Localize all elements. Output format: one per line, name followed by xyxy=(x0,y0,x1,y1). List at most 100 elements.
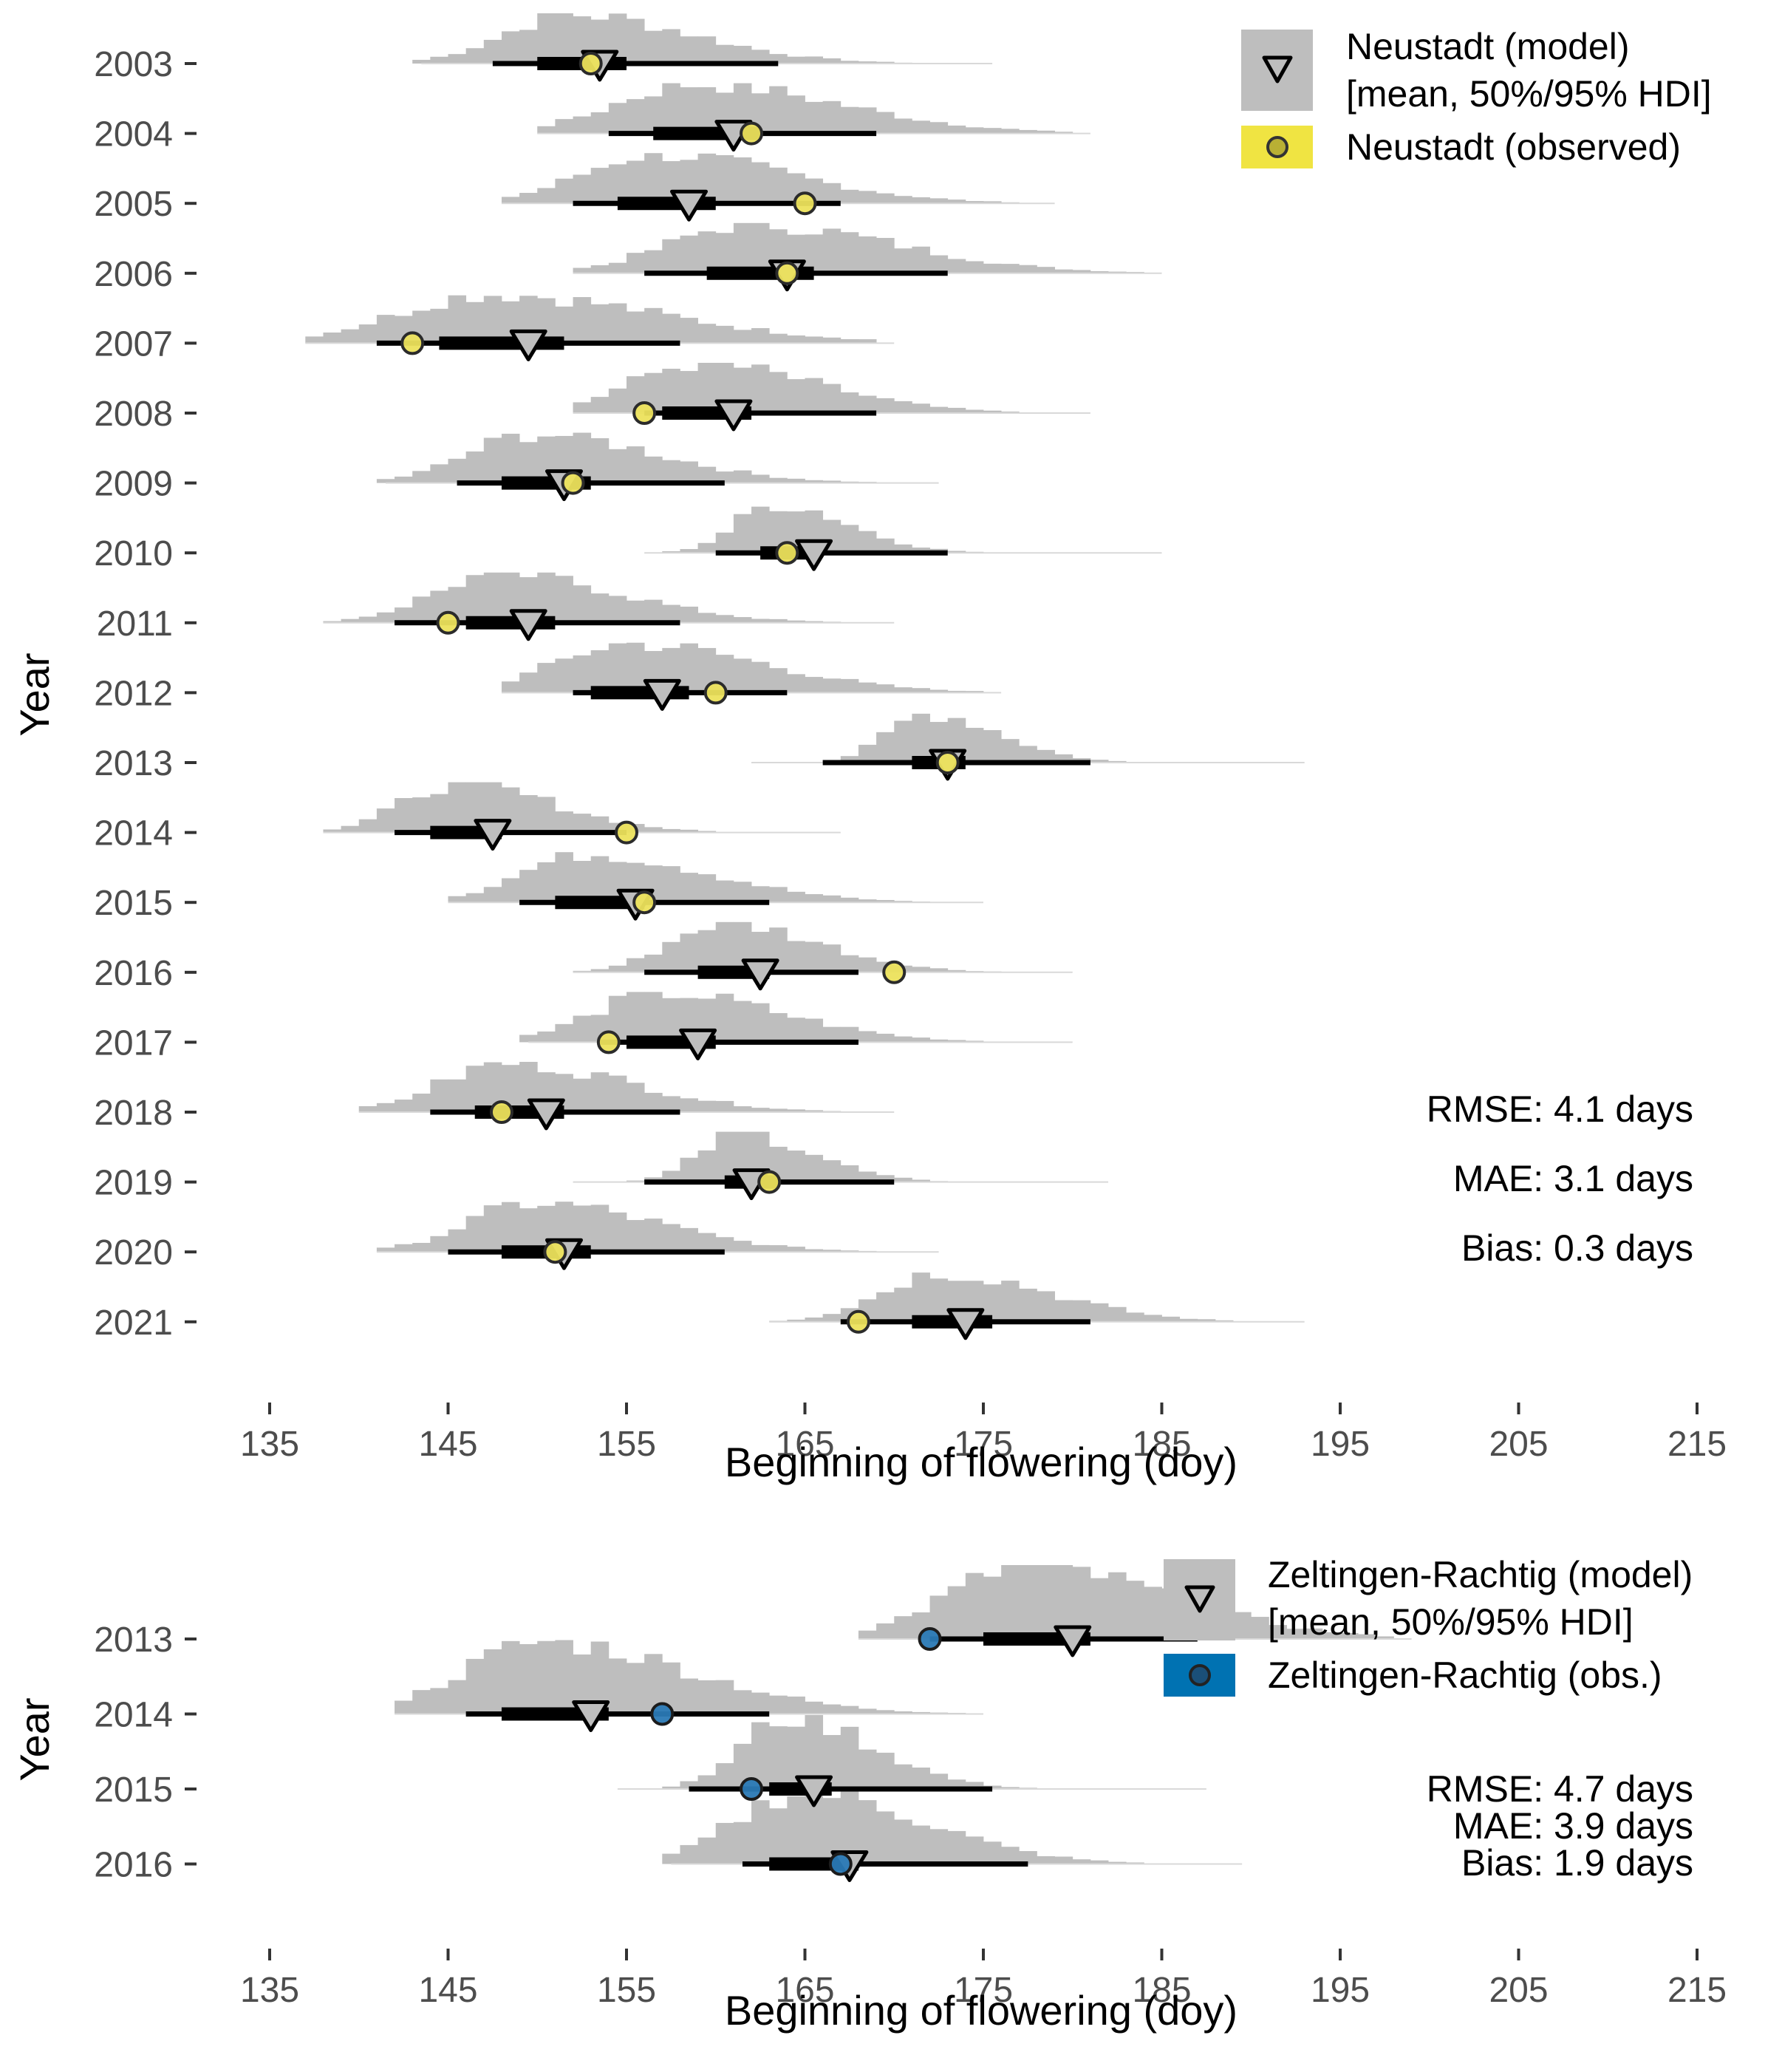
posterior-bin xyxy=(733,514,752,553)
posterior-bin xyxy=(662,551,680,553)
legend-model-label: Neustadt (model) xyxy=(1346,26,1630,67)
posterior-bin xyxy=(1108,1572,1127,1639)
observed-point xyxy=(436,610,460,635)
posterior-bin xyxy=(751,474,770,483)
posterior-bin xyxy=(929,1829,949,1864)
posterior-bin xyxy=(519,1643,538,1714)
posterior-bin xyxy=(590,650,610,693)
posterior-bin xyxy=(555,178,573,204)
x-axis-title: Beginning of flowering (doy) xyxy=(725,1439,1238,1485)
posterior-bin xyxy=(1126,1862,1144,1864)
posterior-bin xyxy=(662,1786,680,1789)
posterior-bin xyxy=(805,1317,824,1322)
y-tick-label: 2006 xyxy=(94,255,173,294)
posterior-bin xyxy=(627,642,645,693)
posterior-bin xyxy=(787,674,805,693)
posterior-bin xyxy=(662,998,680,1043)
y-tick-label: 2020 xyxy=(94,1233,173,1272)
posterior-bin xyxy=(662,1170,680,1182)
posterior-bin xyxy=(733,882,752,903)
posterior-bin xyxy=(751,661,770,693)
posterior-bin xyxy=(983,1576,1002,1639)
x-tick-label: 215 xyxy=(1667,1971,1727,2010)
x-tick-label: 195 xyxy=(1311,1425,1370,1464)
posterior-bin xyxy=(769,618,788,623)
posterior-bin xyxy=(715,233,734,273)
posterior-bin xyxy=(483,1205,502,1253)
posterior-bin xyxy=(590,265,610,273)
legend-model-label: Zeltingen-Rachtig (model) xyxy=(1268,1554,1693,1595)
model-mean-marker xyxy=(643,678,681,711)
posterior-bin xyxy=(858,395,877,413)
posterior-bin xyxy=(519,1208,538,1253)
posterior-bin xyxy=(912,197,930,204)
posterior-bin xyxy=(1304,1628,1323,1639)
posterior-bin xyxy=(305,336,324,344)
posterior-bin xyxy=(608,103,627,134)
y-tick-label: 2017 xyxy=(94,1023,173,1063)
posterior-bin xyxy=(1001,129,1020,134)
posterior-bin xyxy=(483,296,502,344)
posterior-bin xyxy=(858,61,877,64)
posterior-bin xyxy=(1037,1291,1055,1322)
posterior-bin xyxy=(787,620,805,623)
posterior-bin xyxy=(519,193,538,204)
posterior-bin xyxy=(697,1100,717,1112)
posterior-bin xyxy=(697,613,717,623)
posterior-bin xyxy=(644,1219,663,1253)
posterior-bin xyxy=(1144,1587,1162,1639)
legend-observed-label: Zeltingen-Rachtig (obs.) xyxy=(1268,1654,1662,1696)
posterior-bin xyxy=(680,461,698,483)
posterior-bin xyxy=(805,1154,824,1182)
posterior-bin xyxy=(1037,130,1055,134)
posterior-bin xyxy=(876,1175,895,1182)
y-tick-label: 2016 xyxy=(94,954,173,993)
x-tick-label: 145 xyxy=(418,1425,477,1464)
posterior-bin xyxy=(1108,271,1127,273)
posterior-bin xyxy=(787,1151,805,1182)
posterior-bin xyxy=(1001,1787,1020,1789)
posterior-bin xyxy=(644,456,663,483)
posterior-bin xyxy=(376,315,395,344)
legend-model-sublabel: [mean, 50%/95% HDI] xyxy=(1346,73,1712,115)
posterior-bin xyxy=(1072,1859,1091,1864)
posterior-bin xyxy=(858,957,877,972)
posterior-bin xyxy=(1322,1632,1341,1639)
posterior-bin xyxy=(805,677,824,693)
posterior-bin xyxy=(590,969,610,972)
posterior-bin xyxy=(627,160,645,204)
posterior-bin xyxy=(537,797,556,833)
posterior-bin xyxy=(876,1752,895,1789)
posterior-bin xyxy=(323,829,341,833)
posterior-bin xyxy=(983,201,1002,204)
posterior-bin xyxy=(929,255,949,273)
x-tick-label: 155 xyxy=(597,1425,656,1464)
posterior-bin xyxy=(573,402,592,413)
posterior-bin xyxy=(1001,1847,1020,1864)
posterior-bin xyxy=(465,575,485,623)
posterior-bin xyxy=(697,466,717,483)
posterior-bin xyxy=(876,732,895,763)
posterior-bin xyxy=(965,1782,984,1789)
posterior-bin xyxy=(805,336,824,344)
posterior-bin xyxy=(840,392,859,413)
posterior-bin xyxy=(1090,1860,1109,1864)
x-tick-label: 185 xyxy=(1132,1971,1191,2010)
posterior-bin xyxy=(627,600,645,623)
posterior-bin xyxy=(769,887,788,903)
posterior-bin xyxy=(715,155,734,204)
posterior-bin xyxy=(912,1179,930,1182)
posterior-bin xyxy=(395,1244,413,1253)
posterior-bin xyxy=(751,1800,770,1864)
posterior-bin xyxy=(697,1837,717,1864)
posterior-bin xyxy=(769,477,788,483)
posterior-bin xyxy=(912,688,930,693)
zeltingen-panel: 2013 2014 2015 2016 135 145 155 165 175 185 195 20… xyxy=(11,1554,1727,2034)
posterior-bin xyxy=(537,13,556,64)
posterior-bin xyxy=(1054,1300,1073,1322)
posterior-bin xyxy=(1179,1318,1198,1322)
posterior-bin xyxy=(662,460,680,483)
posterior-bin xyxy=(644,992,663,1043)
posterior-bin xyxy=(608,965,627,972)
posterior-bin xyxy=(590,856,610,903)
